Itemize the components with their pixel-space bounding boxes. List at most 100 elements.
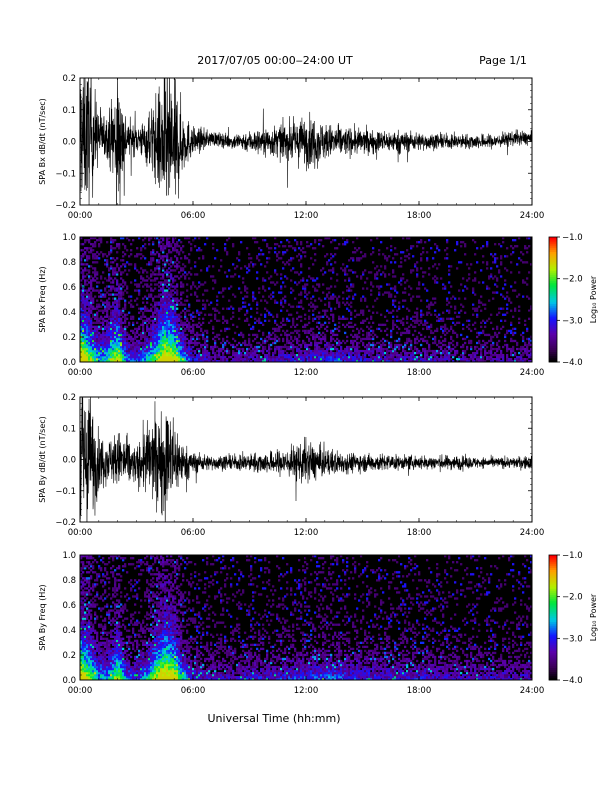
spectrogram-cell	[216, 319, 219, 322]
spectrogram-cell	[88, 349, 91, 353]
spectrogram-cell	[96, 307, 99, 310]
spectrogram-cell	[106, 301, 109, 304]
spectrogram-cell	[114, 311, 117, 314]
spectrogram-cell	[354, 309, 357, 312]
spectrogram-cell	[156, 359, 159, 363]
spectrogram-cell	[170, 295, 173, 298]
spectrogram-cell	[206, 355, 209, 359]
spectrogram-cell	[116, 243, 119, 246]
spectrogram-cell	[274, 357, 277, 361]
spectrogram-cell	[250, 257, 253, 260]
spectrogram-cell	[436, 277, 439, 280]
spectrogram-cell	[432, 337, 435, 341]
spectrogram-cell	[266, 339, 269, 343]
spectrogram-cell	[414, 347, 417, 351]
spectrogram-cell	[400, 319, 403, 322]
spectrogram-cell	[340, 267, 343, 270]
spectrogram-cell	[84, 239, 87, 242]
spectrogram-cell	[132, 355, 135, 359]
spectrogram-cell	[170, 319, 173, 322]
spectrogram-cell	[322, 283, 325, 286]
spectrogram-cell	[324, 309, 327, 312]
spectrogram-cell	[118, 303, 121, 306]
spectrogram-cell	[386, 257, 389, 260]
spectrogram-cell	[214, 309, 217, 312]
spectrogram-cell	[114, 313, 117, 316]
spectrogram-cell	[444, 285, 447, 288]
spectrogram-cell	[122, 285, 125, 288]
spectrogram-cell	[522, 345, 525, 349]
spectrogram-cell	[132, 323, 135, 327]
spectrogram-cell	[150, 257, 153, 260]
spectrogram-cell	[412, 357, 415, 361]
spectrogram-cell	[176, 345, 179, 349]
spectrogram-cell	[92, 297, 95, 300]
spectrogram-cell	[426, 299, 429, 302]
spectrogram-cell	[416, 337, 419, 341]
spectrogram-cell	[392, 269, 395, 272]
spectrogram-cell	[434, 275, 437, 278]
spectrogram-cell	[86, 325, 89, 329]
spectrogram-cell	[520, 347, 523, 351]
spectrogram-cell	[108, 337, 111, 341]
spectrogram-cell	[184, 349, 187, 353]
spectrogram-cell	[282, 357, 285, 361]
spectrogram-cell	[394, 345, 397, 349]
spectrogram-cell	[88, 293, 91, 296]
x-tick-label: 24:00	[520, 211, 545, 221]
spectrogram-cell	[190, 267, 193, 270]
spectrogram-cell	[284, 343, 287, 347]
spectrogram-cell	[168, 357, 171, 361]
spectrogram-cell	[112, 345, 115, 349]
spectrogram-cell	[150, 309, 153, 312]
spectrogram-cell	[330, 351, 333, 355]
spectrogram-cell	[142, 307, 145, 310]
spectrogram-cell	[92, 305, 95, 308]
spectrogram-cell	[228, 349, 231, 353]
spectrogram-cell	[202, 255, 205, 258]
spectrogram-cell	[250, 353, 253, 357]
spectrogram-cell	[314, 343, 317, 347]
spectrogram-cell	[102, 309, 105, 312]
spectrogram-cell	[164, 341, 167, 345]
spectrogram-cell	[280, 347, 283, 351]
spectrogram-cell	[80, 343, 83, 347]
spectrogram-cell	[446, 309, 449, 312]
spectrogram-cell	[358, 331, 361, 335]
spectrogram-cell	[184, 321, 187, 324]
spectrogram-cell	[354, 359, 357, 363]
spectrogram-cell	[350, 341, 353, 345]
spectrogram-cell	[402, 317, 405, 320]
spectrogram-cell	[450, 347, 453, 351]
spectrogram-cell	[468, 267, 471, 270]
spectrogram-cell	[104, 359, 107, 363]
spectrogram-cell	[284, 333, 287, 337]
spectrogram-cell	[322, 359, 325, 363]
spectrogram-cell	[172, 293, 175, 296]
spectrogram-cell	[370, 329, 373, 333]
spectrogram-cell	[108, 327, 111, 331]
spectrogram-cell	[416, 349, 419, 353]
spectrogram-cell	[284, 353, 287, 357]
spectrogram-cell	[106, 333, 109, 337]
spectrogram-cell	[120, 325, 123, 329]
spectrogram-cell	[214, 315, 217, 318]
spectrogram-cell	[336, 353, 339, 357]
spectrogram-cell	[396, 331, 399, 335]
spectrogram-cell	[170, 355, 173, 359]
spectrogram-cell	[144, 345, 147, 349]
spectrogram-cell	[170, 269, 173, 272]
spectrogram-cell	[420, 351, 423, 355]
spectrogram-cell	[446, 345, 449, 349]
spectrogram-cell	[130, 315, 133, 318]
spectrogram-cell	[160, 289, 163, 292]
spectrogram-cell	[172, 249, 175, 252]
spectrogram-cell	[190, 285, 193, 288]
spectrogram-cell	[96, 313, 99, 316]
spectrogram-cell	[254, 263, 257, 266]
spectrogram-cell	[120, 355, 123, 359]
spectrogram-cell	[290, 291, 293, 294]
spectrogram-cell	[382, 271, 385, 274]
spectrogram-cell	[120, 273, 123, 276]
spectrogram-cell	[114, 307, 117, 310]
